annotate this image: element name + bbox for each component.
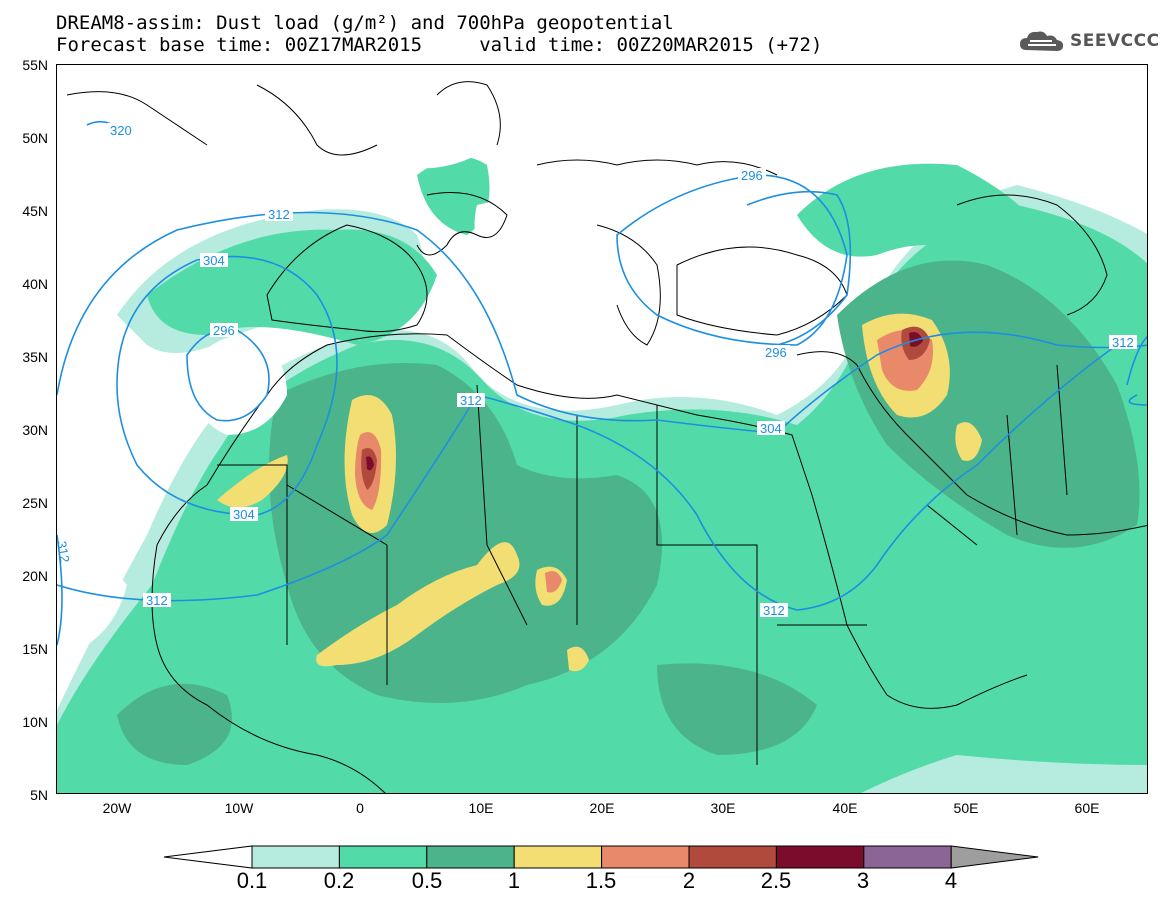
colorbar-segment — [251, 845, 340, 869]
geopotential-contours — [57, 120, 1147, 646]
lat-label: 15N — [22, 641, 48, 657]
lon-label: 30E — [710, 800, 736, 816]
lon-label: 50E — [953, 800, 979, 816]
colorbar-segment — [688, 845, 777, 869]
coastlines — [66, 81, 1147, 793]
chart-title-line1: DREAM8-assim: Dust load (g/m²) and 700hP… — [56, 12, 674, 34]
svg-text:312: 312 — [146, 593, 168, 608]
dust-load-map: 320 312 304 296 312 304 312 296 296 304 … — [56, 64, 1148, 794]
svg-text:312: 312 — [268, 207, 290, 222]
svg-text:296: 296 — [765, 345, 787, 360]
colorbar-label: 4 — [944, 868, 958, 893]
lon-label: 10W — [224, 800, 254, 816]
lon-label: 10E — [468, 800, 494, 816]
colorbar-label: 0.1 — [236, 868, 268, 893]
colorbar-segment — [863, 845, 952, 869]
contour-label: 312 — [265, 207, 293, 222]
colorbar-segment — [426, 845, 515, 869]
lat-label: 25N — [22, 495, 48, 511]
lat-label: 45N — [22, 203, 48, 219]
contour-label: 312 — [57, 540, 73, 564]
svg-text:304: 304 — [760, 421, 782, 436]
svg-text:296: 296 — [741, 168, 763, 183]
lat-label: 35N — [22, 349, 48, 365]
contour-label: 312 — [143, 593, 171, 608]
contour-label: 304 — [200, 253, 228, 268]
lat-label: 30N — [22, 422, 48, 438]
map-canvas: 320 312 304 296 312 304 312 296 296 304 … — [57, 65, 1147, 793]
colorbar-segment — [775, 845, 865, 869]
contour-label: 296 — [738, 168, 766, 183]
lat-label: 5N — [30, 787, 48, 803]
svg-text:312: 312 — [57, 540, 73, 564]
dust-shading — [57, 65, 1147, 793]
contour-label: 312 — [457, 393, 485, 408]
cloud-icon — [1020, 31, 1064, 51]
contour-label: 304 — [230, 507, 258, 522]
svg-text:312: 312 — [1112, 335, 1134, 350]
colorbar-label: 1 — [507, 868, 521, 893]
contour-label: 296 — [210, 323, 238, 338]
contour-label: 304 — [757, 421, 785, 436]
colorbar-label: 2.5 — [760, 868, 792, 893]
seevccc-logo: SEEVCCC — [1018, 26, 1160, 56]
svg-text:312: 312 — [763, 603, 785, 618]
lat-label: 50N — [22, 130, 48, 146]
colorbar-segment — [338, 845, 428, 869]
colorbar-segment — [513, 845, 603, 869]
lon-label: 0 — [356, 800, 364, 816]
svg-text:304: 304 — [203, 253, 225, 268]
contour-label: 312 — [1109, 335, 1137, 350]
svg-text:304: 304 — [233, 507, 255, 522]
colorbar-label: 0.5 — [411, 868, 443, 893]
contour-labels: 320 312 304 296 312 304 312 296 296 304 … — [57, 123, 1137, 618]
lat-label: 20N — [22, 568, 48, 584]
colorbar-label: 3 — [856, 868, 870, 893]
colorbar-label: 0.2 — [323, 868, 355, 893]
contour-label: 312 — [760, 603, 788, 618]
lon-label: 20E — [589, 800, 615, 816]
lon-label: 40E — [832, 800, 858, 816]
lat-label: 10N — [22, 714, 48, 730]
svg-text:312: 312 — [460, 393, 482, 408]
lon-label: 20W — [102, 800, 132, 816]
colorbar-segment — [163, 845, 253, 869]
lon-label: 60E — [1074, 800, 1100, 816]
chart-title-line2: Forecast base time: 00Z17MAR2015 valid t… — [56, 34, 823, 56]
svg-text:320: 320 — [110, 123, 132, 138]
colorbar-label: 1.5 — [585, 868, 617, 893]
svg-text:296: 296 — [213, 323, 235, 338]
contour-label: 296 — [762, 345, 790, 360]
colorbar-label: 2 — [682, 868, 696, 893]
lat-label: 55N — [22, 57, 48, 73]
colorbar-segment — [601, 845, 690, 869]
contour-label: 320 — [107, 123, 135, 138]
colorbar-segment — [950, 845, 1039, 869]
lat-label: 40N — [22, 276, 48, 292]
logo-text: SEEVCCC — [1070, 31, 1160, 51]
